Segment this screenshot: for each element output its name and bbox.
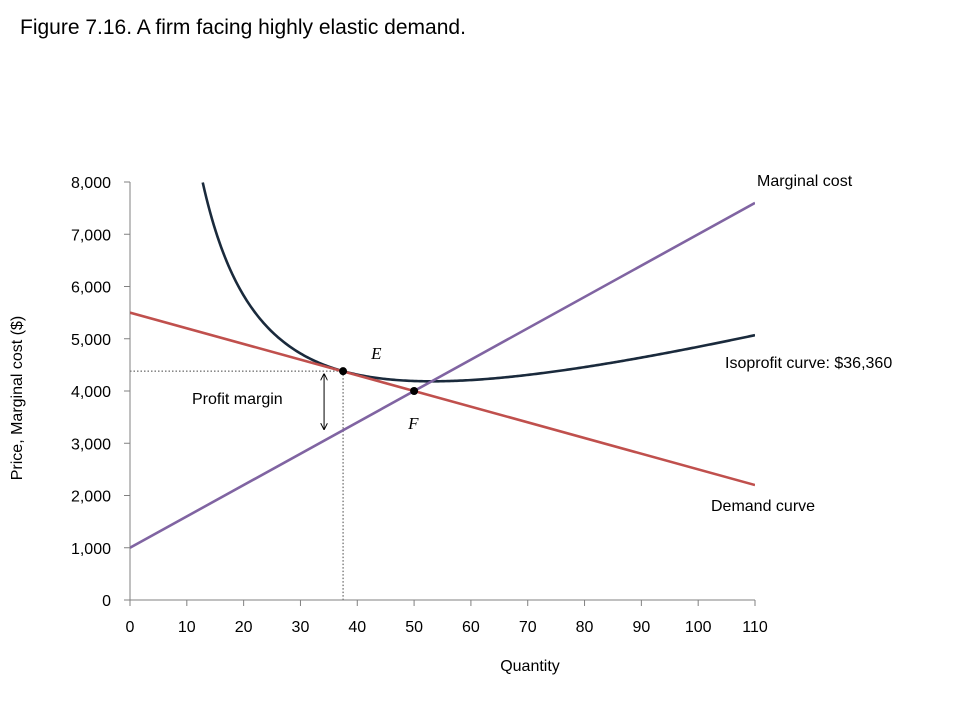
y-tick-label: 5,000	[71, 332, 111, 349]
x-tick-label: 20	[235, 619, 253, 636]
figure-title: Figure 7.16. A firm facing highly elasti…	[20, 16, 466, 39]
point-f-marker	[410, 387, 419, 395]
y-tick-label: 3,000	[71, 436, 111, 453]
x-tick-label: 70	[519, 619, 537, 636]
marginal-cost-line	[130, 201, 755, 549]
x-tick-label: 60	[462, 619, 480, 636]
points-group: EF	[339, 344, 419, 433]
x-tick-label: 110	[742, 619, 768, 636]
x-tick-label: 30	[292, 619, 310, 636]
y-axis-title: Price, Marginal cost ($)	[9, 316, 26, 481]
y-tick-label: 7,000	[71, 227, 111, 244]
y-tick-label: 8,000	[71, 175, 111, 192]
y-tick-label: 0	[102, 593, 111, 610]
series-group	[130, 182, 755, 549]
isoprofit-curve	[201, 182, 755, 383]
axes: 0 1,000 2,000 3,000 4,000 5,000 6,000 7,000 8,00…	[71, 175, 768, 636]
x-tick-label: 0	[126, 619, 135, 636]
x-tick-label: 90	[632, 619, 650, 636]
marginal-cost-label: Marginal cost	[757, 173, 853, 190]
x-tick-label: 80	[576, 619, 594, 636]
guide-lines	[130, 370, 344, 600]
point-f-label: F	[407, 414, 419, 433]
x-tick-label: 50	[405, 619, 423, 636]
point-e-marker	[339, 367, 348, 376]
demand-line	[130, 311, 755, 487]
x-tick-label: 100	[685, 619, 712, 636]
demand-curve-label: Demand curve	[711, 498, 815, 515]
y-tick-label: 1,000	[71, 541, 111, 558]
point-e-label: E	[370, 344, 382, 363]
x-tick-label: 10	[178, 619, 196, 636]
x-axis-title: Quantity	[500, 658, 560, 675]
isoprofit-label: Isoprofit curve: $36,360	[725, 355, 892, 372]
profit-margin-label: Profit margin	[192, 391, 283, 408]
x-tick-label: 40	[348, 619, 366, 636]
y-tick-label: 6,000	[71, 280, 111, 297]
y-tick-label: 4,000	[71, 384, 111, 401]
y-tick-label: 2,000	[71, 489, 111, 506]
